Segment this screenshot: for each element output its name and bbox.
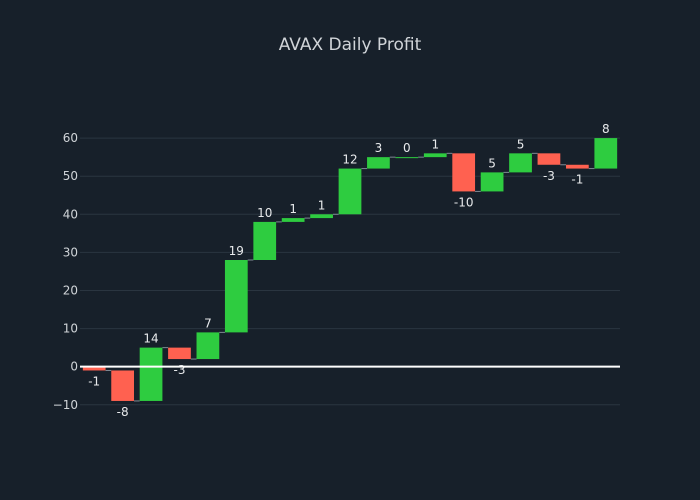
bar-value-label: 5 bbox=[488, 156, 496, 170]
waterfall-bar bbox=[566, 164, 589, 169]
bar-value-label: -8 bbox=[117, 405, 129, 419]
bar-value-label: -3 bbox=[173, 363, 185, 377]
waterfall-bar bbox=[111, 370, 134, 401]
bar-value-label: -10 bbox=[454, 195, 474, 209]
bar-value-label: 5 bbox=[517, 137, 525, 151]
waterfall-bar bbox=[224, 260, 248, 333]
bar-value-label: 7 bbox=[204, 316, 212, 330]
bar-value-label: 14 bbox=[143, 332, 158, 346]
waterfall-bar bbox=[253, 221, 277, 260]
bar-value-label: 10 bbox=[257, 206, 272, 220]
waterfall-bar bbox=[338, 168, 362, 215]
bar-value-label: 1 bbox=[431, 137, 439, 151]
bar-value-label: 19 bbox=[229, 244, 244, 258]
y-tick-label: 50 bbox=[63, 169, 78, 183]
waterfall-bar bbox=[509, 153, 532, 173]
bar-value-label: -1 bbox=[571, 173, 583, 187]
bar-value-label: 12 bbox=[342, 153, 357, 167]
bar-value-label: 1 bbox=[318, 198, 326, 212]
waterfall-bar bbox=[310, 214, 333, 219]
waterfall-bar bbox=[537, 153, 561, 165]
chart-title: AVAX Daily Profit bbox=[279, 35, 422, 55]
waterfall-bar bbox=[452, 153, 476, 192]
waterfall-bar bbox=[594, 138, 618, 169]
y-tick-label: 60 bbox=[63, 131, 78, 145]
y-tick-label: 0 bbox=[70, 360, 78, 374]
y-tick-label: 40 bbox=[63, 207, 78, 221]
bar-value-label: 0 bbox=[403, 141, 411, 155]
y-tick-label: 30 bbox=[63, 245, 78, 259]
y-tick-label: 10 bbox=[63, 322, 78, 336]
bar-value-label: 1 bbox=[289, 202, 297, 216]
bar-value-label: 8 bbox=[602, 122, 610, 136]
y-tick-label: 20 bbox=[63, 283, 78, 297]
waterfall-bar bbox=[281, 218, 305, 222]
waterfall-bar bbox=[82, 366, 106, 371]
bars bbox=[82, 138, 618, 401]
bar-value-label: -3 bbox=[543, 169, 555, 183]
waterfall-bar bbox=[423, 153, 447, 158]
bar-value-label: 3 bbox=[375, 141, 383, 155]
y-axis: −10 0 10 20 30 40 50 60 bbox=[53, 131, 78, 412]
waterfall-bar bbox=[139, 347, 163, 401]
waterfall-bar bbox=[367, 157, 390, 169]
waterfall-bar bbox=[395, 157, 419, 159]
connector-lines bbox=[105, 152, 595, 402]
waterfall-bar bbox=[196, 332, 220, 360]
waterfall-bar bbox=[480, 172, 504, 192]
waterfall-bar bbox=[168, 347, 191, 360]
bar-value-label: -1 bbox=[88, 374, 100, 388]
y-tick-label: −10 bbox=[53, 398, 78, 412]
